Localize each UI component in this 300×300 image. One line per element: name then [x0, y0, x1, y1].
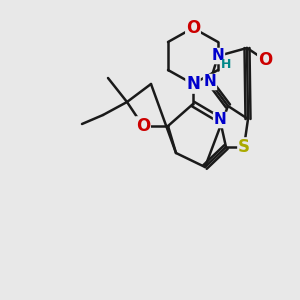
Text: H: H — [221, 58, 231, 70]
Text: N: N — [186, 75, 200, 93]
Text: S: S — [238, 138, 250, 156]
Text: O: O — [136, 117, 150, 135]
Text: N: N — [214, 112, 226, 128]
Text: N: N — [204, 74, 216, 89]
Text: N: N — [212, 49, 224, 64]
Text: O: O — [258, 51, 272, 69]
Text: O: O — [186, 19, 200, 37]
